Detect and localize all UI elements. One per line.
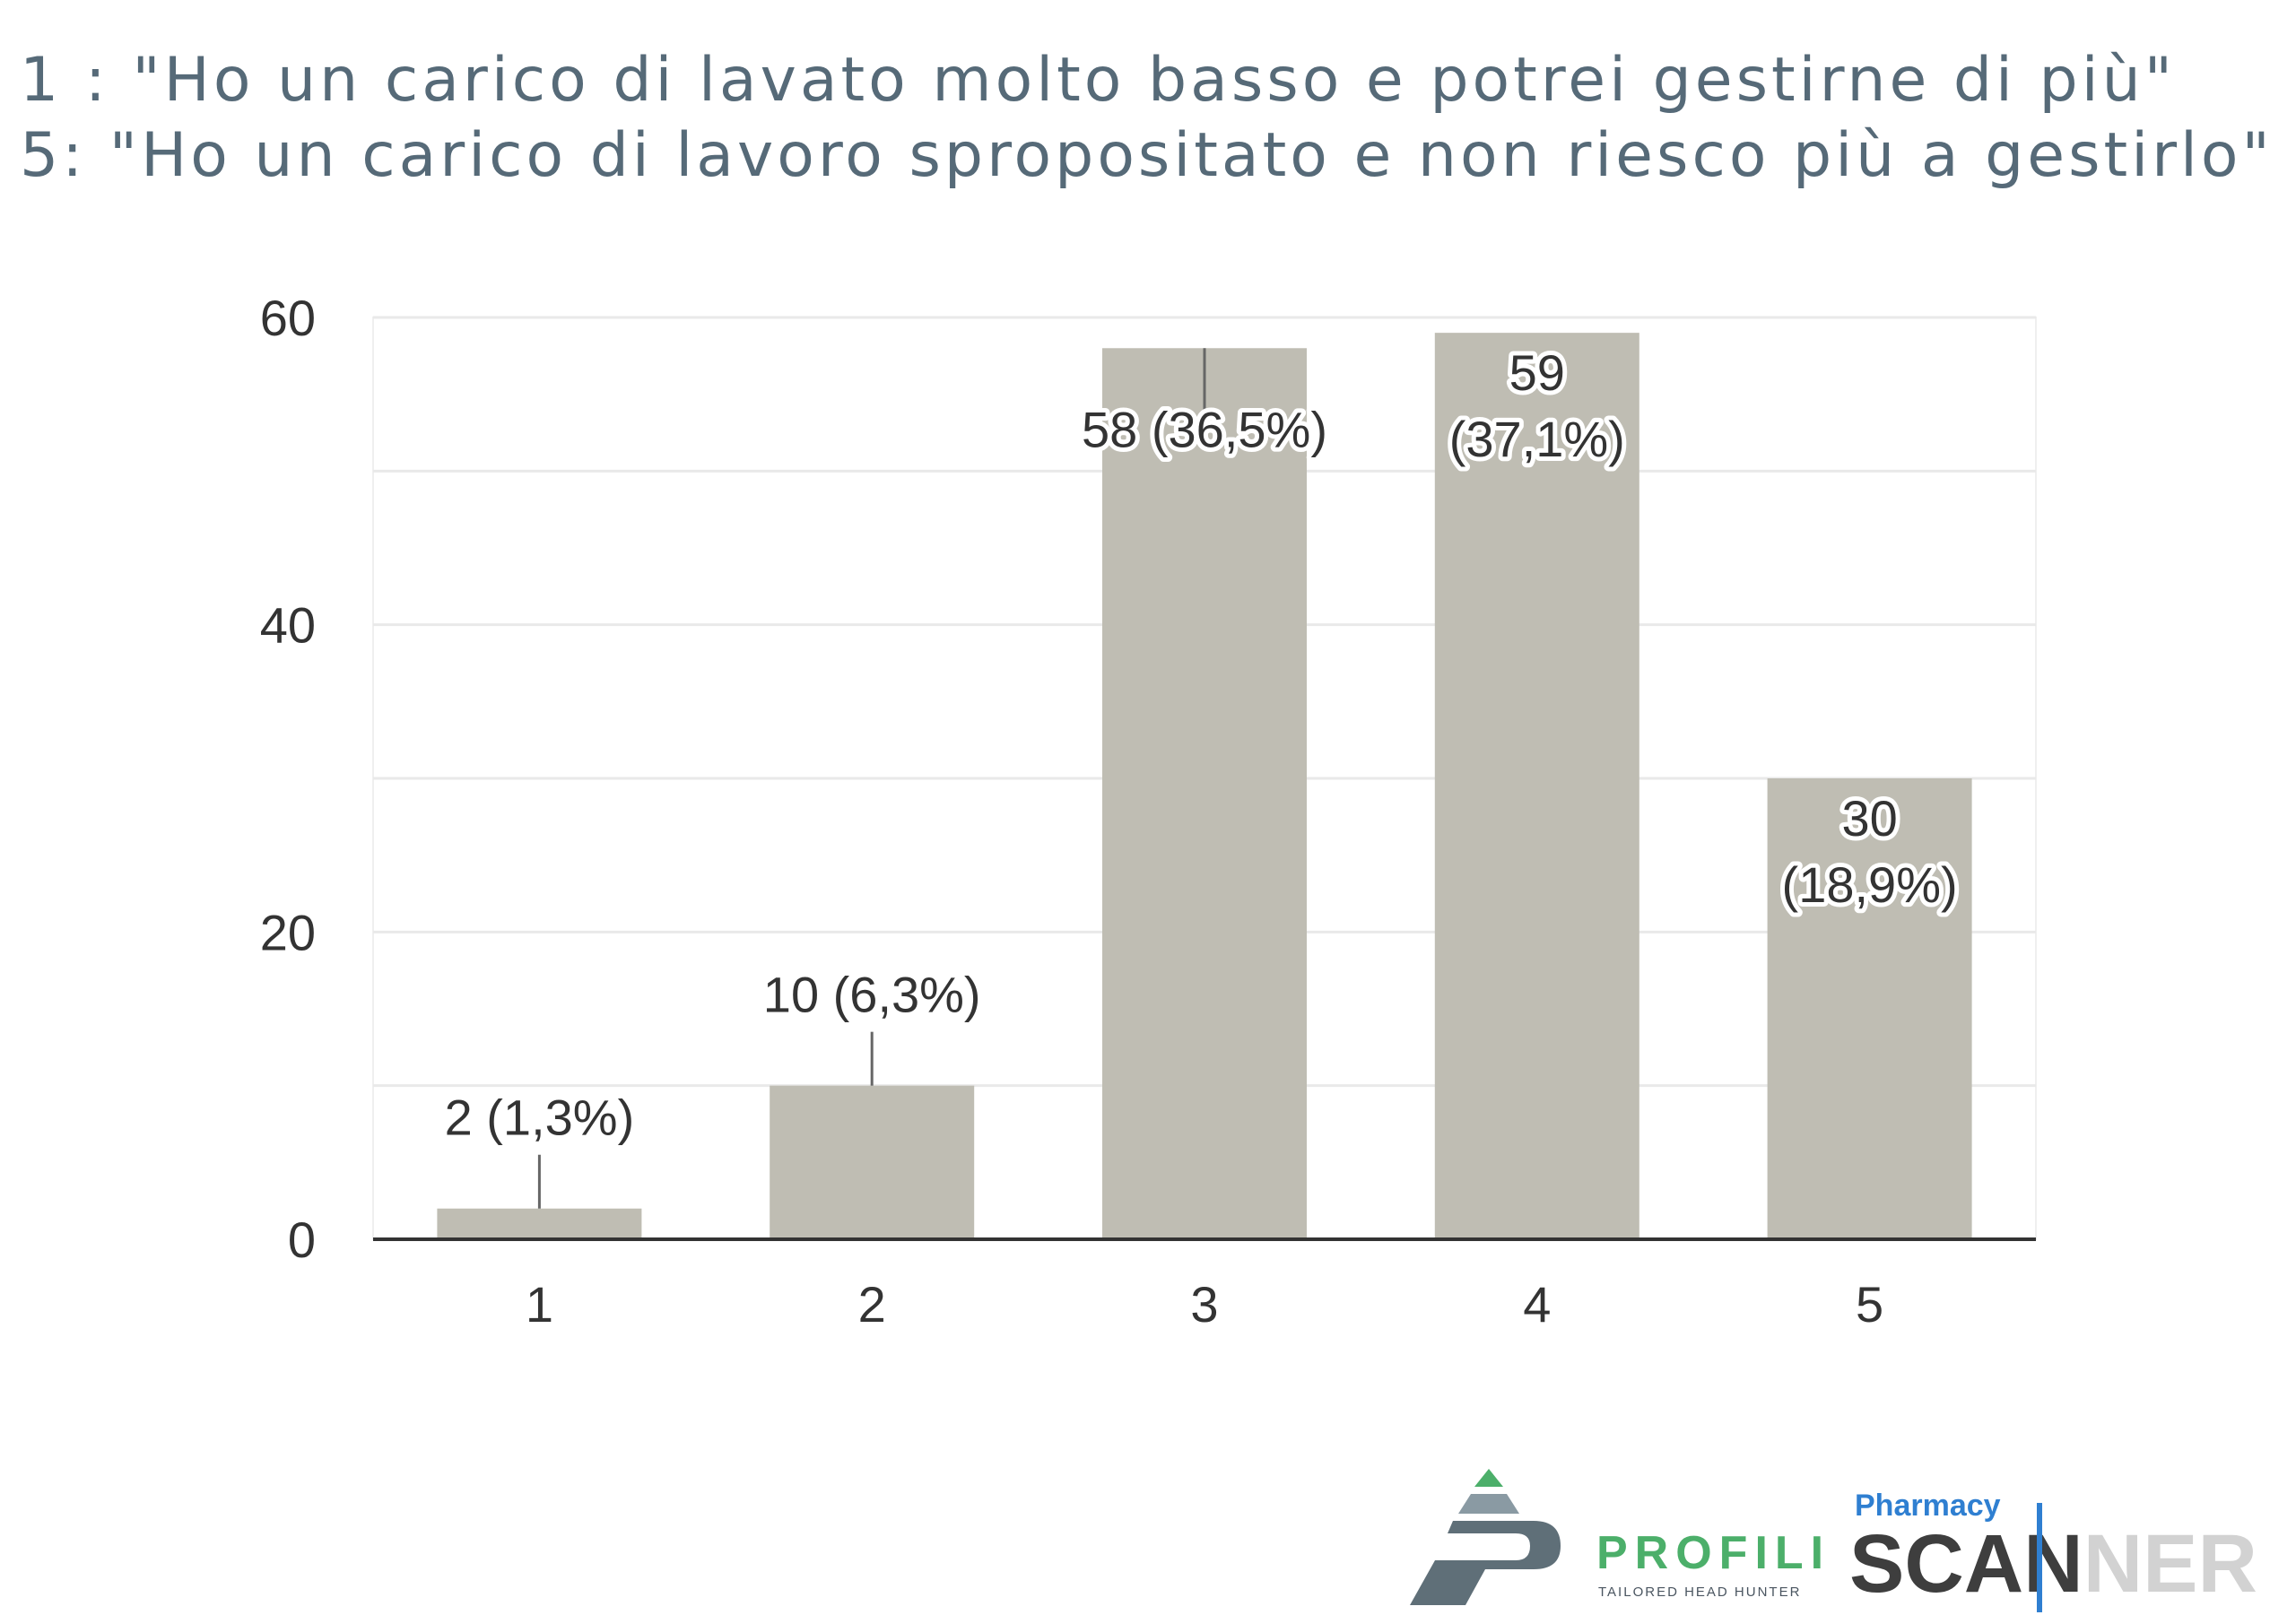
profili-tagline: TAILORED HEAD HUNTER <box>1598 1585 1802 1600</box>
data-label: 59 <box>1509 344 1565 401</box>
scanner-wordmark-light: NER <box>2083 1518 2257 1610</box>
leader-lines <box>537 348 1206 1209</box>
bar <box>437 1208 642 1239</box>
data-label: 10 (6,3%) <box>763 967 981 1023</box>
x-category-label: 3 <box>1190 1276 1218 1333</box>
caption-line-2: 5: "Ho un carico di lavoro spropositato … <box>20 120 2274 191</box>
scanner-cursor-bar <box>2037 1503 2042 1612</box>
logo-area: PROFILI TAILORED HEAD HUNTER Pharmacy SC… <box>1399 1453 2260 1614</box>
data-label: 30 <box>1841 790 1897 847</box>
y-tick-label: 20 <box>260 904 316 960</box>
x-category-label: 1 <box>526 1276 553 1333</box>
data-label: (37,1%) <box>1449 411 1625 467</box>
y-axis-ticks: 0 20 40 60 <box>260 290 316 1268</box>
bars <box>437 333 1972 1240</box>
profili-logo-icon <box>1410 1469 1561 1605</box>
caption-line-1: 1 : "Ho un carico di lavato molto basso … <box>20 45 2176 116</box>
x-axis-categories: 1 2 3 4 5 <box>526 1276 1883 1333</box>
y-tick-label: 0 <box>288 1211 316 1268</box>
scanner-wordmark: SCANNER <box>1849 1523 2257 1605</box>
x-category-label: 5 <box>1856 1276 1883 1333</box>
data-labels: 2 (1,3%) 10 (6,3%) 58 (36,5%) 59 (37,1%) 30 (1… <box>445 340 1962 1146</box>
x-category-label: 2 <box>858 1276 886 1333</box>
y-tick-label: 40 <box>260 597 316 654</box>
data-label: 58 (36,5%) <box>1082 401 1327 457</box>
data-label: (18,9%) <box>1782 856 1958 913</box>
bar <box>1434 333 1639 1240</box>
bar <box>1102 348 1307 1239</box>
data-label: 2 (1,3%) <box>445 1090 635 1146</box>
profili-wordmark: PROFILI <box>1596 1527 1831 1579</box>
bar <box>770 1085 975 1239</box>
bar <box>1767 778 1972 1239</box>
scanner-wordmark-dark: SCAN <box>1849 1518 2083 1610</box>
pharmacy-wordmark: Pharmacy <box>1855 1489 2001 1523</box>
y-tick-label: 60 <box>260 290 316 346</box>
x-category-label: 4 <box>1523 1276 1551 1333</box>
